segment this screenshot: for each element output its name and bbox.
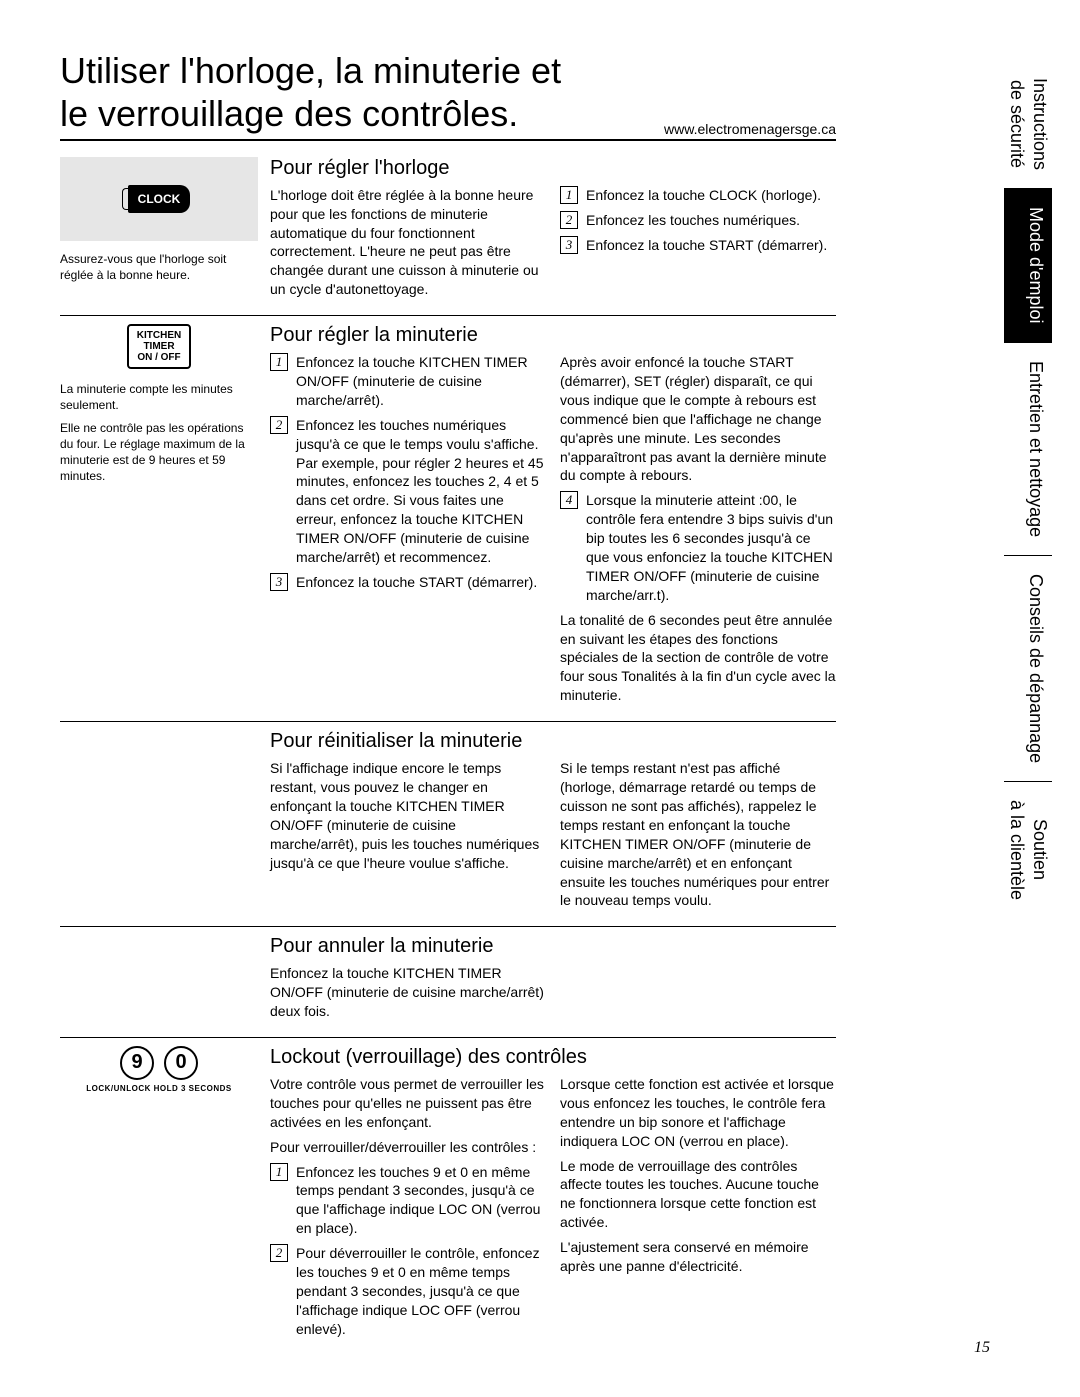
timer-l-s3: Enfoncez la touche START (démarrer). — [296, 573, 537, 592]
step-num-1: 1 — [560, 186, 578, 204]
ninezero-diagram: 9 0 — [60, 1046, 258, 1080]
heading-reset: Pour réinitialiser la minuterie — [270, 730, 836, 753]
step-num-2: 2 — [560, 211, 578, 229]
tab-instructions[interactable]: de sécurité Instructions — [1004, 60, 1052, 189]
timer-aside-p1: La minuterie compte les minutes seulemen… — [60, 381, 258, 413]
digit-9: 9 — [120, 1046, 154, 1080]
timer-aside-p2: Elle ne contrôle pas les opérations du f… — [60, 420, 258, 485]
lock-r-p3: L'ajustement sera conservé en mémoire ap… — [560, 1238, 836, 1276]
tab-conseils[interactable]: Conseils de dépannage — [1004, 556, 1052, 782]
main-column: Utiliser l'horloge, la minuterie et le v… — [60, 50, 836, 1355]
tab-mode-emploi[interactable]: Mode d'emploi — [1004, 189, 1052, 343]
timer-r-note: La tonalité de 6 secondes peut être annu… — [560, 611, 836, 705]
aside-lockout: 9 0 LOCK/UNLOCK HOLD 3 SECONDS — [60, 1046, 270, 1345]
aside-timer: KITCHEN TIMER ON / OFF La minuterie comp… — [60, 324, 270, 711]
reset-left: Si l'affichage indique encore le temps r… — [270, 759, 546, 872]
section-clock: CLOCK Assurez-vous que l'horloge soit ré… — [60, 149, 836, 316]
page-number: 15 — [974, 1339, 990, 1357]
lock-l-s2: Pour déverrouiller le contrôle, enfoncez… — [296, 1244, 546, 1338]
side-tabs: de sécurité Instructions Mode d'emploi E… — [1004, 60, 1052, 918]
clock-badge: CLOCK — [128, 185, 191, 213]
lock-l-p2: Pour verrouiller/déverrouiller les contr… — [270, 1138, 546, 1157]
timer-badge: KITCHEN TIMER ON / OFF — [127, 324, 191, 369]
heading-clock: Pour régler l'horloge — [270, 157, 836, 180]
step-num-3: 3 — [560, 236, 578, 254]
section-reset: Pour réinitialiser la minuterie Si l'aff… — [60, 722, 836, 927]
heading-lockout: Lockout (verrouillage) des contrôles — [270, 1046, 836, 1069]
clock-para: L'horloge doit être réglée à la bonne he… — [270, 186, 546, 299]
timer-r-s4: Lorsque la minuterie atteint :00, le con… — [586, 491, 836, 604]
section-timer: KITCHEN TIMER ON / OFF La minuterie comp… — [60, 316, 836, 722]
timer-r-intro: Après avoir enfoncé la touche START (dém… — [560, 353, 836, 485]
cancel-left: Enfoncez la touche KITCHEN TIMER ON/OFF … — [270, 964, 546, 1021]
site-url: www.electromenagersge.ca — [664, 121, 836, 137]
tab-entretien[interactable]: Entretien et nettoyage — [1004, 343, 1052, 556]
clock-diagram: CLOCK — [60, 157, 258, 241]
timer-l-s1: Enfoncez la touche KITCHEN TIMER ON/OFF … — [296, 353, 546, 410]
aside-clock: CLOCK Assurez-vous que l'horloge soit ré… — [60, 157, 270, 305]
section-cancel: Pour annuler la minuterie Enfoncez la to… — [60, 927, 836, 1038]
reset-right: Si le temps restant n'est pas affiché (h… — [560, 759, 836, 910]
digit-0: 0 — [164, 1046, 198, 1080]
section-lockout: 9 0 LOCK/UNLOCK HOLD 3 SECONDS Lockout (… — [60, 1038, 836, 1355]
clock-caption: Assurez-vous que l'horloge soit réglée à… — [60, 251, 258, 283]
clock-step3: Enfoncez la touche START (démarrer). — [586, 236, 827, 255]
lock-r-p2: Le mode de verrouillage des contrôles af… — [560, 1157, 836, 1233]
header: Utiliser l'horloge, la minuterie et le v… — [60, 50, 836, 141]
timer-l-s2: Enfoncez les touches numériques jusqu'à … — [296, 416, 546, 567]
page-title-line1: Utiliser l'horloge, la minuterie et — [60, 50, 561, 91]
clock-step1: Enfoncez la touche CLOCK (horloge). — [586, 186, 821, 205]
page-root: Utiliser l'horloge, la minuterie et le v… — [0, 0, 1080, 1397]
lock-l-s1: Enfoncez les touches 9 et 0 en même temp… — [296, 1163, 546, 1239]
heading-cancel: Pour annuler la minuterie — [270, 935, 836, 958]
lock-label: LOCK/UNLOCK HOLD 3 SECONDS — [60, 1084, 258, 1095]
lock-r-p1: Lorsque cette fonction est activée et lo… — [560, 1075, 836, 1151]
page-title-line2: le verrouillage des contrôles. — [60, 93, 561, 134]
heading-timer: Pour régler la minuterie — [270, 324, 836, 347]
clock-step2: Enfoncez les touches numériques. — [586, 211, 800, 230]
tab-soutien[interactable]: à la clientèle Soutien — [1004, 782, 1052, 918]
lock-l-p1: Votre contrôle vous permet de verrouille… — [270, 1075, 546, 1132]
